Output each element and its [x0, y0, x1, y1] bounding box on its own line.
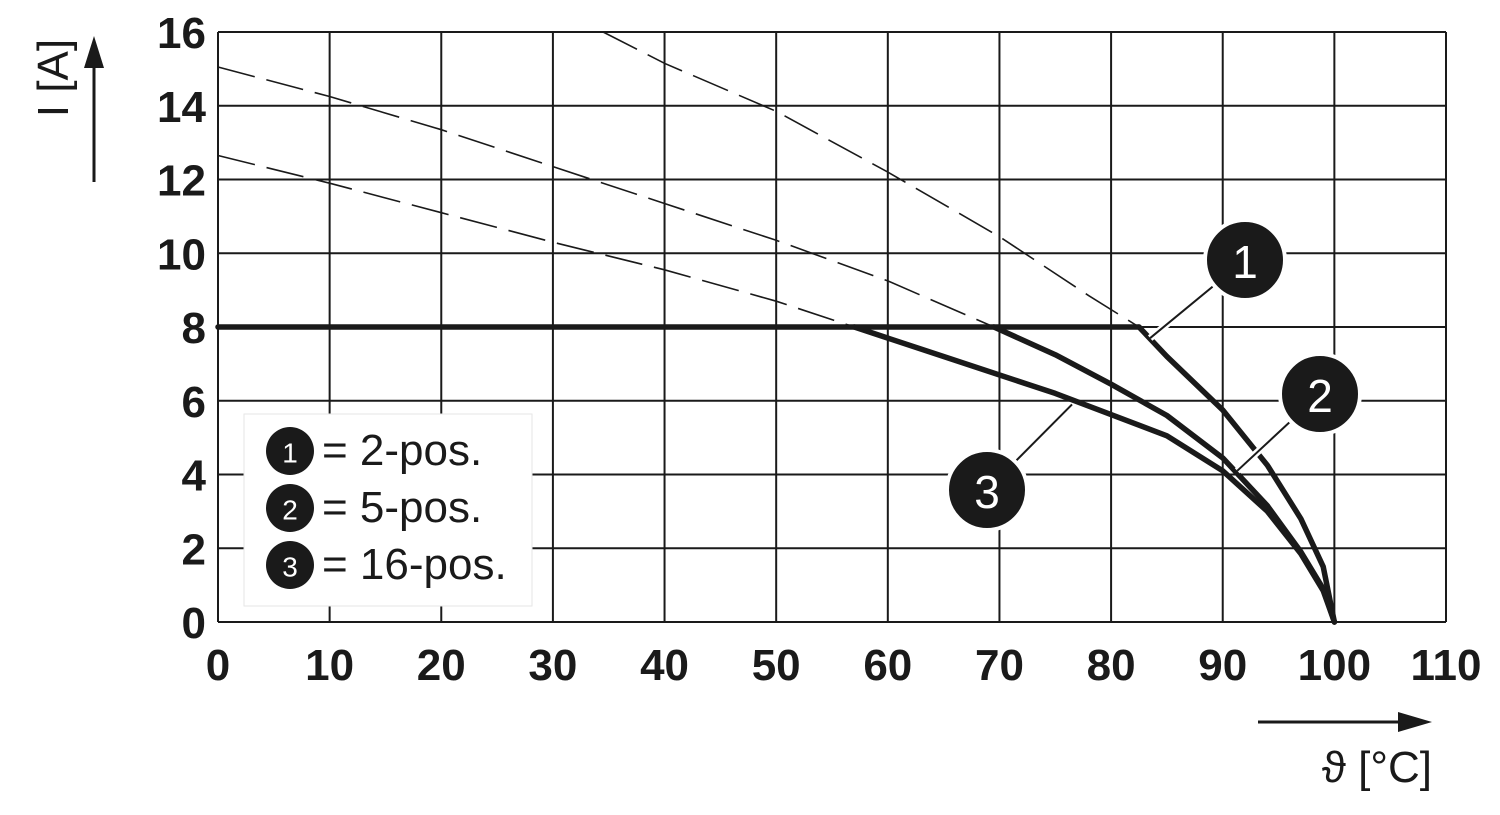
callout-badge-label: 1 [1232, 236, 1258, 288]
legend-badge-1 [266, 427, 314, 475]
x-tick-label: 30 [528, 641, 577, 690]
series-3-solid [851, 324, 1338, 625]
x-tick-label: 110 [1411, 641, 1482, 690]
x-tick-label: 0 [206, 641, 230, 690]
y-tick-label: 16 [157, 9, 206, 58]
y-tick-label: 4 [182, 452, 207, 501]
callout-2: 2 [1234, 352, 1362, 474]
series-layer [215, 31, 1338, 625]
series-3-dashed [217, 154, 855, 328]
legend-badge-label: 2 [282, 495, 298, 526]
callout-badge-label: 3 [974, 466, 1000, 518]
callout-badge-2 [1278, 352, 1362, 436]
x-tick-label: 60 [863, 641, 912, 690]
legend-item: 3 = 16-pos. [266, 540, 507, 589]
y-tick-label: 0 [182, 599, 206, 648]
y-axis-label-group: I [A] [29, 36, 104, 182]
y-tick-label: 2 [182, 525, 206, 574]
callout-badge-1 [1203, 218, 1287, 302]
x-tick-label: 80 [1087, 641, 1136, 690]
callout-badge-3 [945, 448, 1029, 532]
y-tick-label: 6 [182, 378, 206, 427]
x-tick-label: 50 [752, 641, 801, 690]
callouts: 1 2 3 [945, 218, 1362, 532]
callout-badge-label: 2 [1307, 370, 1333, 422]
x-axis-label: ϑ [°C] [1322, 743, 1432, 792]
y-tick-label: 12 [157, 157, 206, 206]
series-1-solid [1136, 324, 1338, 625]
callout-1: 1 [1147, 218, 1287, 341]
y-axis-label: I [A] [29, 39, 78, 117]
series-1-dashed [602, 31, 1140, 328]
x-tick-label: 70 [975, 641, 1024, 690]
x-axis-arrow-head [1398, 712, 1432, 732]
legend-badge-3 [266, 541, 314, 589]
x-tick-label: 90 [1198, 641, 1247, 690]
callout-3: 3 [945, 401, 1075, 532]
legend-label: = 5-pos. [322, 483, 482, 532]
x-axis-label-group: ϑ [°C] [1258, 712, 1432, 792]
x-tick-label: 40 [640, 641, 689, 690]
y-tick-label: 14 [157, 83, 206, 132]
y-axis-arrow-head [84, 36, 104, 68]
legend: 1 = 2-pos. 2 = 5-pos. 3 = 16-pos. [243, 413, 533, 607]
legend-label: = 2-pos. [322, 426, 482, 475]
y-tick-label: 10 [157, 230, 206, 279]
legend-badge-label: 1 [282, 438, 298, 469]
series-2-dashed [217, 66, 995, 328]
legend-item: 2 = 5-pos. [266, 483, 482, 532]
x-tick-label: 100 [1298, 641, 1371, 690]
legend-badge-label: 3 [282, 552, 298, 583]
legend-label: = 16-pos. [322, 540, 507, 589]
x-tick-label: 20 [417, 641, 466, 690]
legend-item: 1 = 2-pos. [266, 426, 482, 475]
legend-badge-2 [266, 484, 314, 532]
x-tick-label: 10 [305, 641, 354, 690]
y-tick-label: 8 [182, 304, 206, 353]
